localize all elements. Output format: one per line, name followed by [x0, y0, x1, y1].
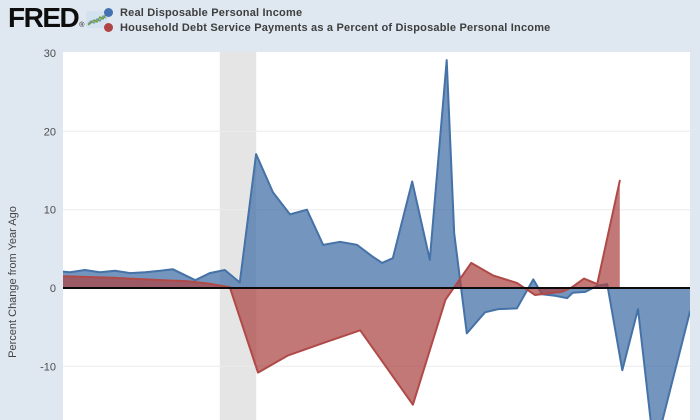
y-tick-label-30: 30 — [44, 48, 56, 60]
legend-dot-blue-icon — [104, 8, 113, 17]
legend-label-debt-service: Household Debt Service Payments as a Per… — [120, 21, 551, 34]
debt-service-line-series — [63, 179, 621, 406]
y-tick-label-0: 0 — [50, 283, 56, 295]
legend-item-real-dpi: Real Disposable Personal Income — [104, 5, 551, 20]
plot-background — [63, 52, 690, 420]
y-tick-label-10: 10 — [44, 205, 56, 217]
fred-logo: FRED ® — [8, 2, 109, 33]
legend-label-real-dpi: Real Disposable Personal Income — [120, 6, 303, 19]
fred-logo-text: FRED — [8, 2, 80, 33]
real-dpi-line-series — [63, 59, 690, 420]
y-tick-label-20: 20 — [44, 126, 56, 138]
registered-trademark-icon: ® — [79, 22, 85, 29]
y-tick-label--10: -10 — [40, 361, 56, 373]
legend-dot-red-icon — [104, 23, 113, 32]
y-axis-title: Percent Change from Year Ago — [7, 206, 19, 358]
chart-legend: Real Disposable Personal Income Househol… — [104, 5, 551, 35]
fred-sparkline-icon — [86, 11, 109, 28]
debt-service-area-series — [63, 180, 620, 405]
legend-item-debt-service: Household Debt Service Payments as a Per… — [104, 20, 551, 35]
